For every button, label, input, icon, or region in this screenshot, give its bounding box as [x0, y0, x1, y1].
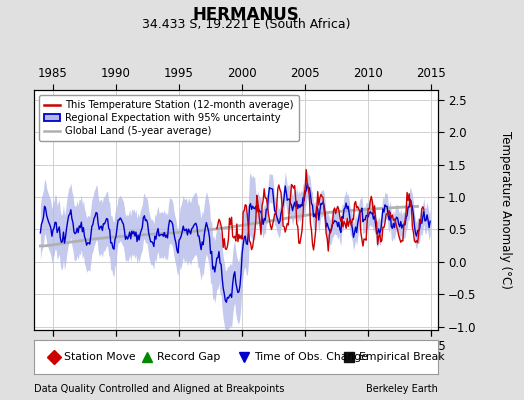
Y-axis label: Temperature Anomaly (°C): Temperature Anomaly (°C): [499, 131, 511, 289]
Text: Station Move: Station Move: [64, 352, 136, 362]
Text: Data Quality Controlled and Aligned at Breakpoints: Data Quality Controlled and Aligned at B…: [34, 384, 285, 394]
Text: Empirical Break: Empirical Break: [359, 352, 444, 362]
Legend: This Temperature Station (12-month average), Regional Expectation with 95% uncer: This Temperature Station (12-month avera…: [39, 95, 299, 141]
Text: HERMANUS: HERMANUS: [193, 6, 300, 24]
Text: Record Gap: Record Gap: [157, 352, 221, 362]
Text: Time of Obs. Change: Time of Obs. Change: [254, 352, 368, 362]
Text: Berkeley Earth: Berkeley Earth: [366, 384, 438, 394]
Text: 34.433 S, 19.221 E (South Africa): 34.433 S, 19.221 E (South Africa): [142, 18, 351, 31]
